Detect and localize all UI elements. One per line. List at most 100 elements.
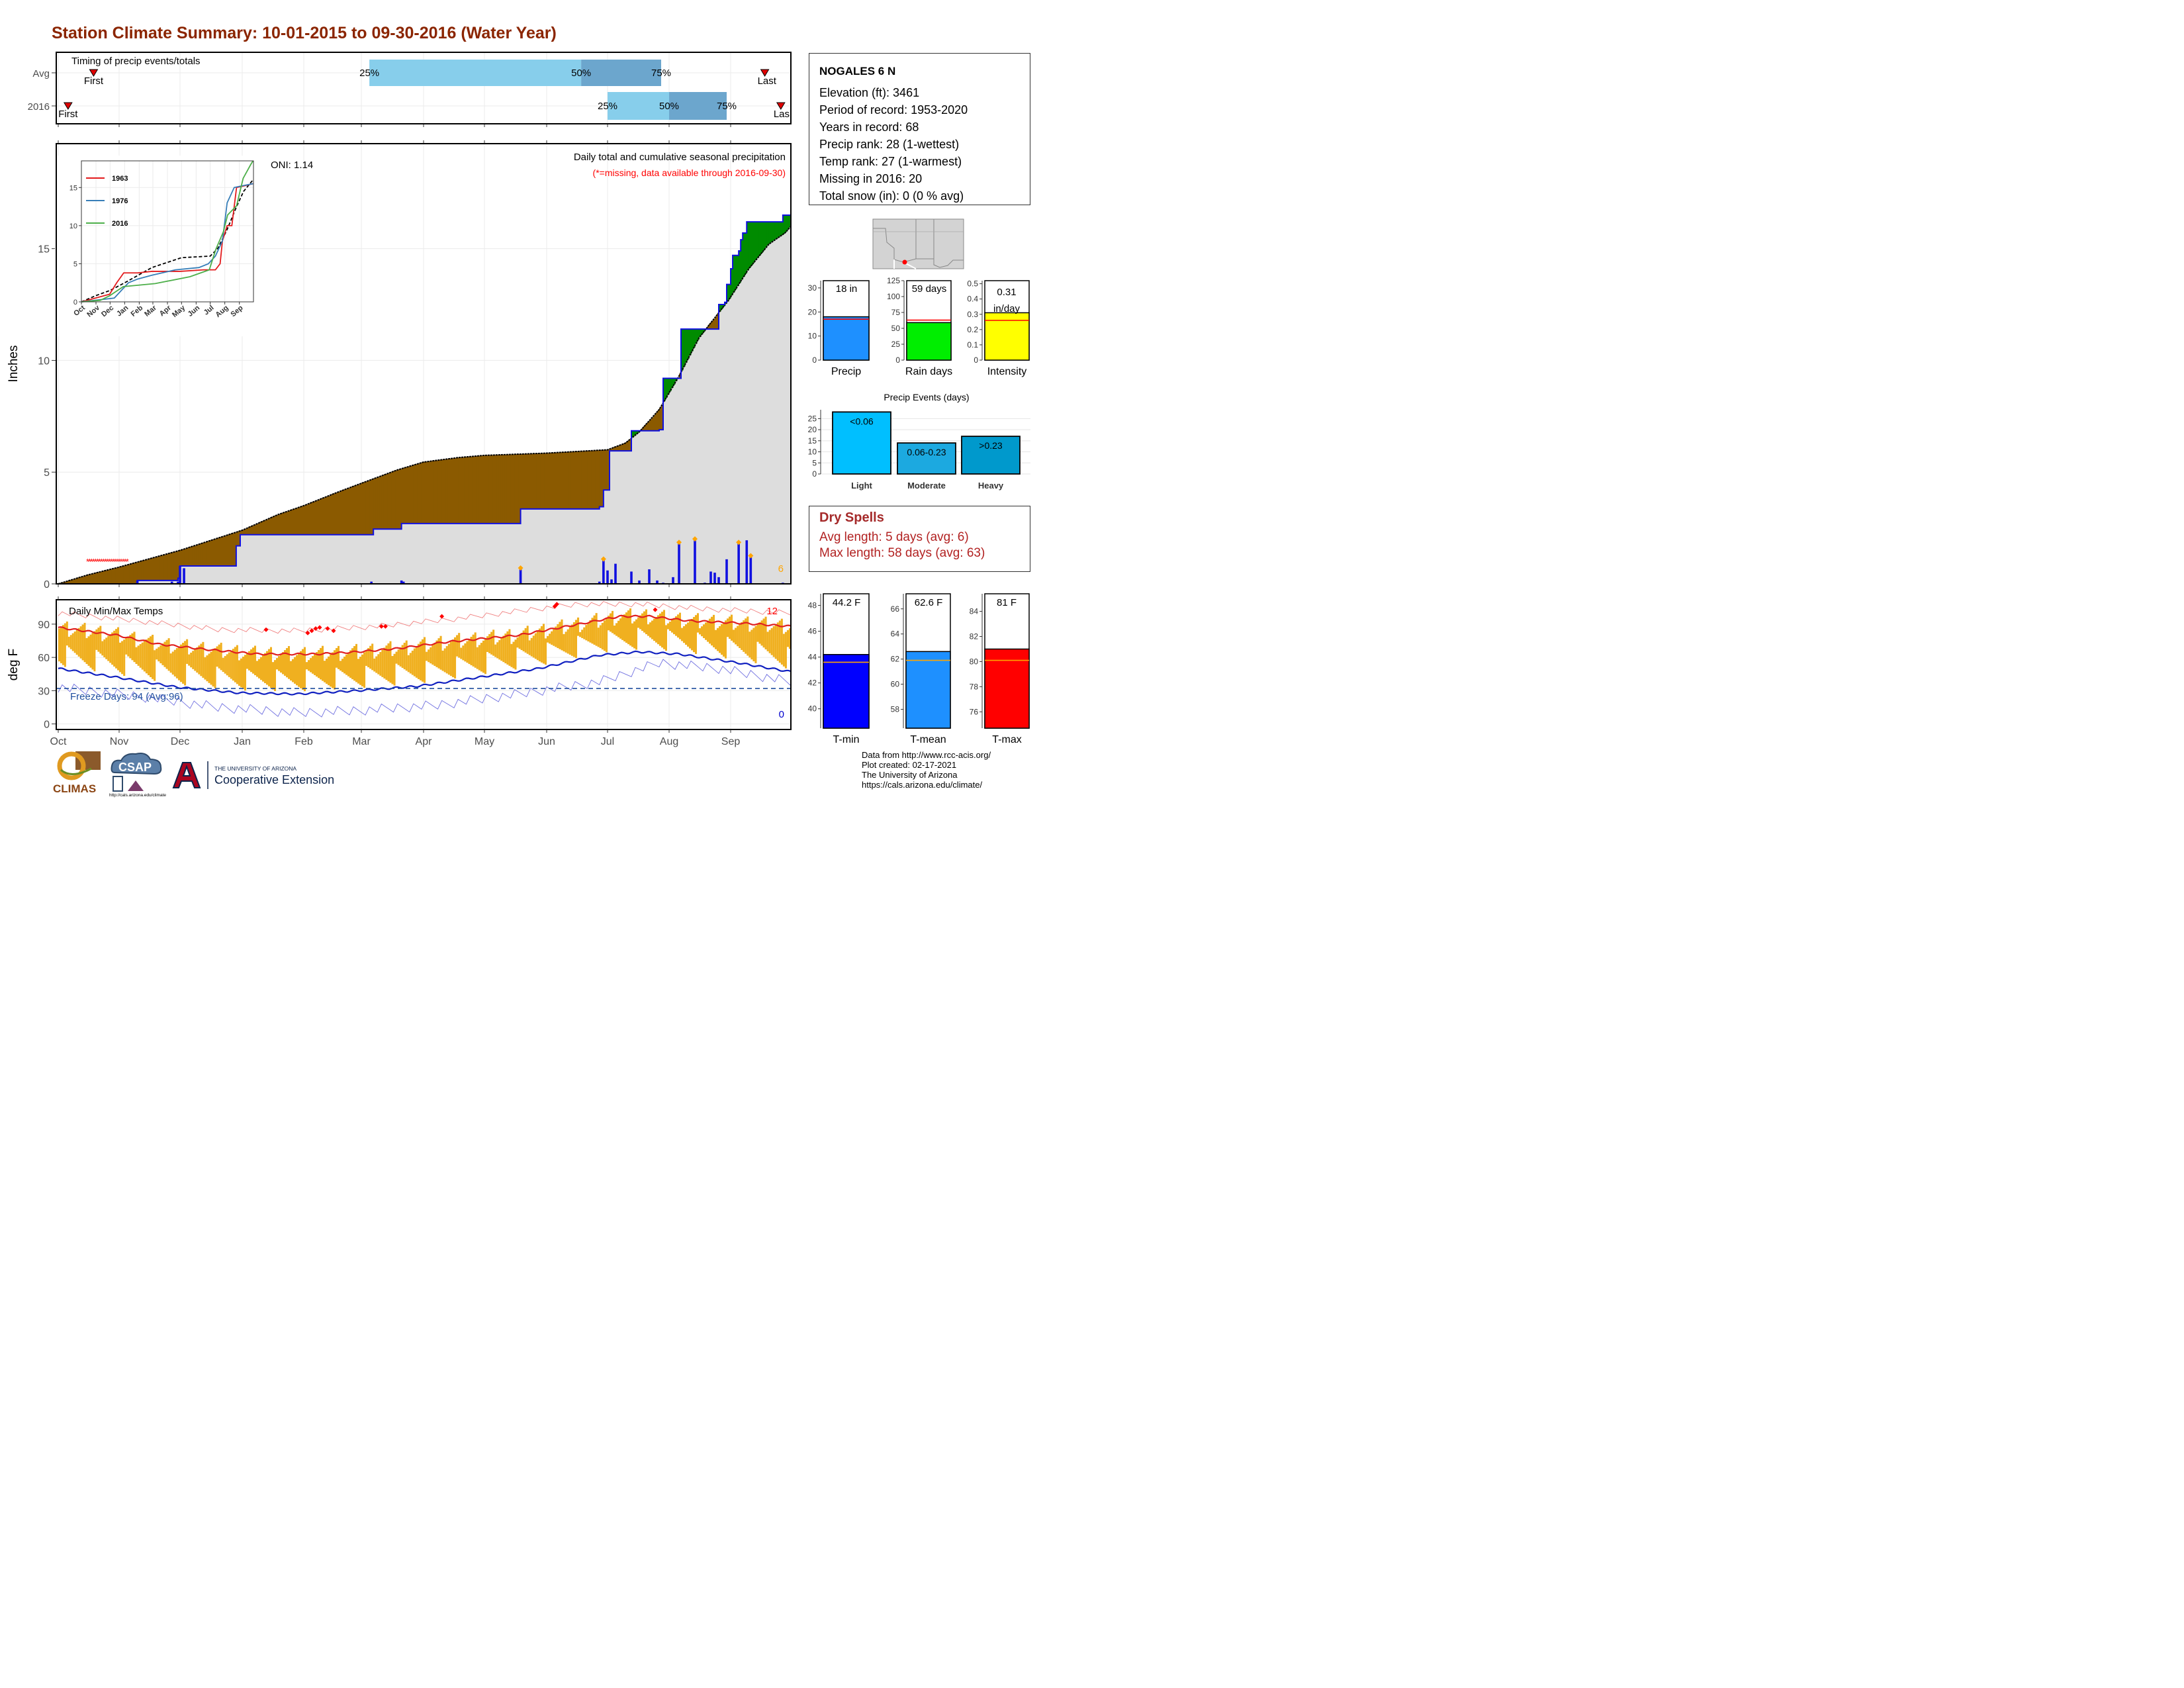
deficit-segment bbox=[486, 455, 489, 524]
surplus-segment bbox=[778, 222, 782, 237]
x-tick-label: Nov bbox=[110, 736, 128, 747]
daily-temp-bar bbox=[341, 659, 343, 673]
deficit-segment bbox=[559, 452, 562, 509]
daily-temp-bar bbox=[663, 610, 665, 649]
deficit-segment bbox=[300, 506, 302, 535]
dry-spells-title: Dry Spells bbox=[819, 510, 884, 525]
daily-temp-bar bbox=[542, 624, 545, 664]
daily-temp-bar bbox=[60, 626, 62, 663]
deficit-segment bbox=[173, 551, 177, 581]
deficit-segment bbox=[318, 499, 320, 535]
daily-temp-bar bbox=[506, 631, 509, 665]
daily-temp-bar bbox=[782, 633, 785, 667]
climas-logo[interactable]: CLIMAS bbox=[52, 750, 105, 796]
daily-temp-bar bbox=[58, 628, 60, 662]
summary-y-tick-label: 48 bbox=[808, 601, 817, 610]
inset-y-tick-label: 5 bbox=[73, 260, 77, 268]
daily-temp-bar bbox=[405, 640, 408, 671]
daily-temp-bar bbox=[240, 658, 242, 688]
daily-temp-bar bbox=[115, 629, 118, 669]
daily-temp-bar bbox=[385, 645, 388, 680]
daily-temp-bar bbox=[685, 624, 687, 645]
deficit-segment bbox=[111, 569, 114, 584]
deficit-segment bbox=[152, 557, 154, 581]
daily-temp-bar bbox=[441, 650, 444, 671]
deficit-segment bbox=[585, 451, 588, 509]
surplus-segment bbox=[729, 284, 731, 299]
deficit-segment bbox=[182, 549, 185, 566]
daily-temp-bar bbox=[456, 635, 459, 657]
csap-logo[interactable]: CSAP http://cals.arizona.edu/climate bbox=[108, 750, 167, 798]
daily-temp-bar bbox=[371, 643, 374, 671]
deficit-segment bbox=[498, 455, 501, 524]
deficit-segment bbox=[657, 410, 660, 431]
y-axis-label: deg F bbox=[7, 649, 21, 681]
ua-a-icon bbox=[172, 762, 201, 788]
deficit-segment bbox=[242, 530, 245, 535]
daily-temp-bar bbox=[302, 649, 304, 690]
missing-marker: * bbox=[122, 557, 125, 567]
daily-precip-bar bbox=[717, 577, 720, 584]
missing-marker: * bbox=[96, 557, 99, 567]
daily-temp-bar bbox=[91, 633, 94, 670]
daily-temp-bar bbox=[182, 642, 185, 684]
charts-canvas: Timing of precip events/totals Avg 25% 50% 7… bbox=[7, 52, 1030, 747]
daily-precip-bar bbox=[610, 579, 613, 584]
daily-temp-bar bbox=[282, 652, 284, 675]
missing-marker: * bbox=[110, 557, 113, 567]
csap-grid-icon bbox=[113, 776, 123, 792]
station-precip-rank: Precip rank: 28 (1-wettest) bbox=[819, 138, 960, 151]
deficit-segment bbox=[292, 509, 295, 535]
surplus-segment bbox=[701, 329, 704, 334]
location-map bbox=[872, 218, 964, 269]
daily-precip-bar bbox=[602, 560, 605, 584]
daily-temp-bar bbox=[332, 652, 334, 688]
daily-temp-bar bbox=[276, 658, 278, 670]
daily-temp-bar bbox=[780, 618, 783, 665]
page-title: Station Climate Summary: 10-01-2015 to 0… bbox=[52, 24, 557, 42]
deficit-segment bbox=[451, 458, 455, 524]
surplus-segment bbox=[764, 222, 768, 248]
daily-temp-bar bbox=[349, 650, 351, 678]
map-bg bbox=[872, 218, 964, 269]
deficit-segment bbox=[125, 565, 128, 584]
daily-temp-bar bbox=[154, 650, 156, 681]
daily-temp-bar bbox=[345, 654, 347, 675]
max-daily-marker bbox=[736, 539, 742, 545]
daily-temp-bar bbox=[756, 624, 759, 642]
daily-temp-bar bbox=[601, 622, 604, 650]
deficit-segment bbox=[68, 581, 71, 584]
deficit-segment bbox=[330, 494, 332, 535]
summary-value-label: in/day bbox=[993, 303, 1021, 314]
daily-precip-bar bbox=[519, 569, 522, 584]
deficit-segment bbox=[248, 527, 251, 535]
daily-temp-bar bbox=[645, 609, 647, 635]
deficit-segment bbox=[661, 404, 664, 430]
ua-coop-extension-logo[interactable]: THE UNIVERSITY OF ARIZONA Cooperative Ex… bbox=[171, 760, 356, 792]
deficit-segment bbox=[391, 471, 394, 530]
daily-temp-bar bbox=[520, 633, 523, 651]
daily-temp-bar bbox=[173, 649, 176, 677]
daily-temp-bar bbox=[421, 639, 424, 682]
summary-y-tick-label: 66 bbox=[891, 604, 900, 614]
daily-temp-bar bbox=[526, 626, 529, 654]
deficit-segment bbox=[579, 451, 582, 509]
daily-temp-bar bbox=[184, 641, 187, 686]
deficit-segment bbox=[87, 575, 91, 584]
daily-temp-bar bbox=[395, 651, 398, 664]
daily-temp-bar bbox=[314, 654, 316, 675]
deficit-segment bbox=[553, 452, 555, 509]
deficit-segment bbox=[308, 503, 310, 535]
events-bar bbox=[961, 436, 1021, 475]
deficit-segment bbox=[91, 573, 95, 584]
record-high-marker bbox=[263, 627, 269, 632]
deficit-segment bbox=[549, 453, 551, 509]
daily-temp-bar bbox=[326, 658, 328, 684]
deficit-segment bbox=[204, 542, 207, 566]
deficit-segment bbox=[407, 466, 410, 524]
dry-spells-box: Dry Spells Avg length: 5 days (avg: 6) M… bbox=[809, 506, 1030, 572]
summary-label: T-max bbox=[992, 734, 1021, 745]
surplus-segment bbox=[758, 222, 762, 256]
station-info-box: NOGALES 6 N Elevation (ft): 3461 Period … bbox=[809, 53, 1030, 205]
daily-temp-bar bbox=[577, 617, 580, 636]
